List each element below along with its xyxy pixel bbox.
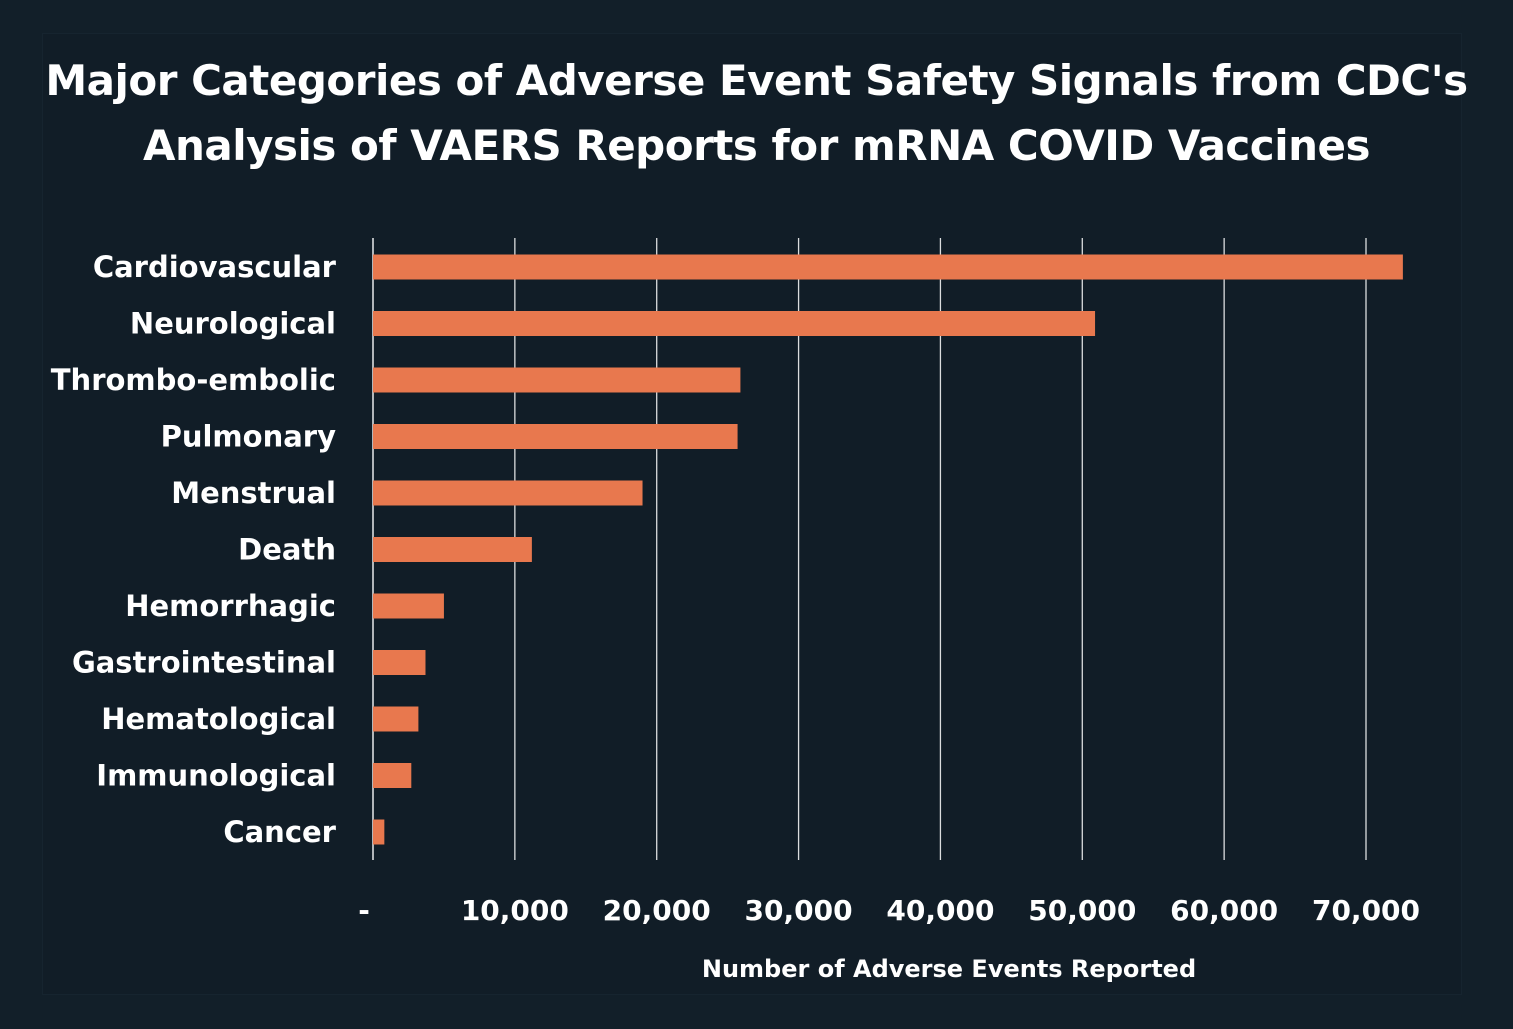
chart-title-line-1: Major Categories of Adverse Event Safety… <box>45 56 1468 105</box>
x-tick-label-70000: 70,000 <box>1312 894 1420 927</box>
category-labels: Cardiovascular Neurological Thrombo-emboli… <box>51 250 337 849</box>
category-label-hematological: Hematological <box>101 702 336 736</box>
x-axis-title: Number of Adverse Events Reported <box>702 955 1196 983</box>
gridlines <box>372 238 1367 860</box>
category-label-menstrual: Menstrual <box>171 476 336 510</box>
chart-title-line-2: Analysis of VAERS Reports for mRNA COVID… <box>143 121 1371 170</box>
bar-thrombo-embolic <box>373 367 741 393</box>
bar-hemorrhagic <box>373 593 444 619</box>
bar-pulmonary <box>373 424 738 449</box>
bar-cardiovascular <box>373 254 1403 280</box>
category-label-cancer: Cancer <box>223 815 336 849</box>
bar-neurological <box>373 311 1096 336</box>
bars <box>373 254 1403 845</box>
bar-cancer <box>373 819 385 845</box>
category-label-cardiovascular: Cardiovascular <box>93 250 337 284</box>
x-tick-label-50000: 50,000 <box>1028 894 1136 927</box>
bar-death <box>373 537 532 562</box>
x-tick-label-0: - <box>358 894 370 927</box>
category-label-neurological: Neurological <box>130 307 336 341</box>
x-tick-label-10000: 10,000 <box>461 894 569 927</box>
category-label-thrombo-embolic: Thrombo-embolic <box>51 363 336 397</box>
bar-immunological <box>373 763 412 788</box>
x-tick-label-60000: 60,000 <box>1170 894 1278 927</box>
category-label-pulmonary: Pulmonary <box>161 420 336 454</box>
x-tick-label-20000: 20,000 <box>603 894 711 927</box>
x-tick-labels: - 10,000 20,000 30,000 40,000 50,000 60,000 70,… <box>358 894 1420 927</box>
x-tick-label-30000: 30,000 <box>745 894 853 927</box>
bar-menstrual <box>373 480 643 506</box>
x-tick-label-40000: 40,000 <box>886 894 994 927</box>
chart-title: Major Categories of Adverse Event Safety… <box>0 48 1513 178</box>
category-label-hemorrhagic: Hemorrhagic <box>125 589 336 623</box>
category-label-gastrointestinal: Gastrointestinal <box>72 646 336 680</box>
bar-hematological <box>373 706 419 732</box>
bar-gastrointestinal <box>373 650 426 675</box>
category-label-immunological: Immunological <box>96 759 336 793</box>
chart-panel <box>42 33 1462 995</box>
category-label-death: Death <box>238 533 336 567</box>
